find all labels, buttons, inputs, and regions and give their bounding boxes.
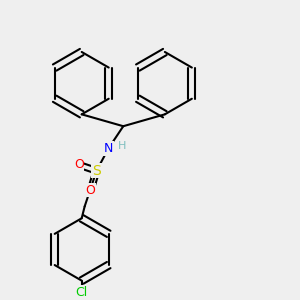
Text: O: O <box>86 184 95 196</box>
Text: Cl: Cl <box>76 286 88 299</box>
Text: S: S <box>92 164 101 178</box>
Text: O: O <box>74 158 84 171</box>
Text: N: N <box>104 142 113 155</box>
Text: H: H <box>118 140 126 151</box>
